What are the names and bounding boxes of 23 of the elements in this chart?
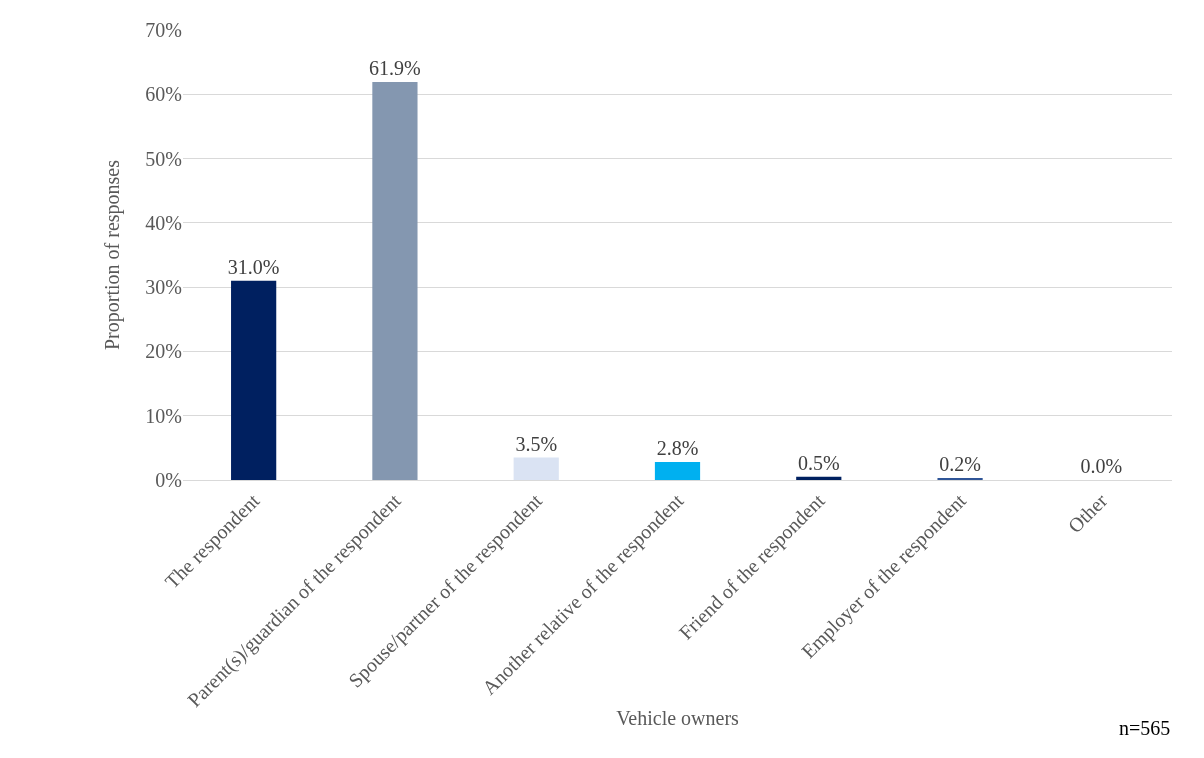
data-label: 0.5% bbox=[797, 451, 840, 474]
data-label: 2.8% bbox=[656, 437, 699, 459]
y-tick-label: 40% bbox=[145, 211, 182, 234]
data-label: 3.5% bbox=[515, 432, 558, 455]
y-tick-label: 50% bbox=[145, 147, 182, 170]
data-label: 0.0% bbox=[1080, 455, 1123, 477]
bar bbox=[796, 476, 842, 480]
y-tick-label: 20% bbox=[145, 340, 182, 363]
y-tick-label: 60% bbox=[145, 83, 182, 106]
x-axis-title: Vehicle owners bbox=[616, 707, 740, 730]
text: n=565 bbox=[1119, 717, 1171, 739]
bar bbox=[513, 457, 559, 480]
y-axis-title: Proportion of responses bbox=[100, 159, 124, 350]
data-label: 61.9% bbox=[369, 57, 421, 80]
y-tick-label: 70% bbox=[145, 19, 182, 41]
y-tick-label: 0% bbox=[155, 469, 182, 491]
data-label: 31.0% bbox=[227, 255, 280, 278]
bar bbox=[231, 280, 277, 480]
y-tick-label: 30% bbox=[145, 276, 182, 299]
y-tick-label: 10% bbox=[145, 404, 182, 427]
bar bbox=[372, 82, 418, 480]
bar bbox=[654, 462, 701, 480]
data-label: 0.2% bbox=[939, 453, 981, 475]
